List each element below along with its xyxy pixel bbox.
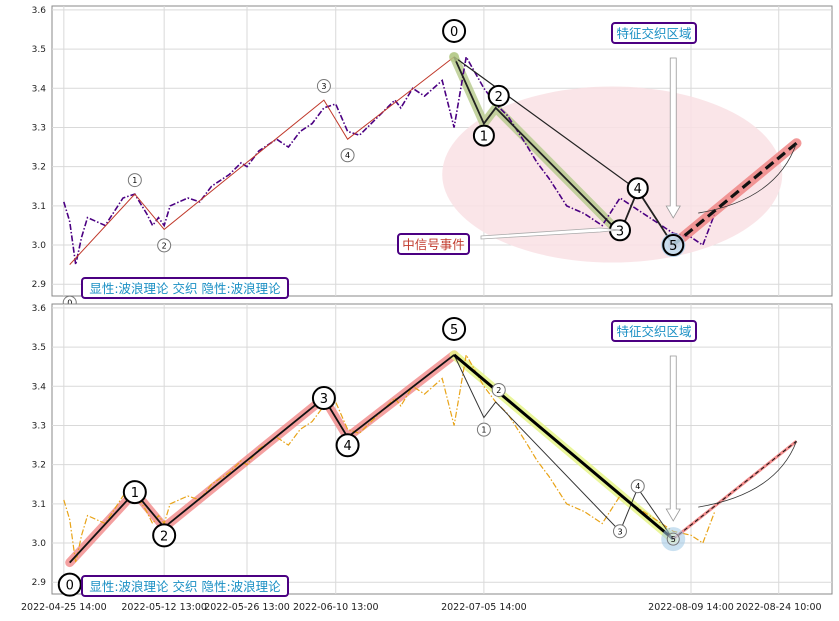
wave-point-label: 3 <box>321 82 326 91</box>
down-wave-point-circle <box>472 124 495 147</box>
y-tick-label: 3.0 <box>32 539 47 549</box>
wave-point-label: 0 <box>66 579 74 594</box>
legend-label: 显性:波浪理论 交织 隐性:波浪理论 <box>89 579 281 594</box>
wave-point-circle <box>316 79 331 94</box>
up-wave-line <box>69 354 455 564</box>
wave-point-label: 1 <box>132 176 137 185</box>
wave-point-label: 1 <box>131 486 139 501</box>
projection-arc <box>698 441 797 508</box>
y-tick-label: 3.1 <box>32 202 46 212</box>
legend-label-box <box>81 575 289 597</box>
wave-point-circle <box>152 523 177 548</box>
x-tick-label: 2022-04-25 14:00 <box>21 602 107 613</box>
zone-label: 特征交织区域 <box>616 26 691 41</box>
x-tick-label: 2022-08-24 10:00 <box>736 602 822 613</box>
down-wave-point-circle <box>630 479 645 494</box>
down-wave-point-circle <box>491 382 506 397</box>
y-tick-label: 3.2 <box>32 163 46 173</box>
price-series-bottom <box>63 353 716 563</box>
wave-point-label: 3 <box>320 392 328 407</box>
down-wave-line <box>453 56 674 246</box>
down-wave-point-label: 3 <box>617 527 622 536</box>
zone-label-box <box>611 320 697 342</box>
zone-label: 特征交织区域 <box>616 324 691 339</box>
plot-frame <box>51 303 833 595</box>
x-tick-label: 2022-07-05 14:00 <box>441 602 527 613</box>
y-tick-label: 3.1 <box>32 500 46 510</box>
wave-point-circle <box>122 480 147 505</box>
wave-point-label: 0 <box>67 299 72 308</box>
peak-label: 0 <box>450 25 458 40</box>
down-wave-point-circle <box>626 177 649 200</box>
signal-label: 中信号事件 <box>402 237 465 252</box>
signal-arrow <box>480 227 621 240</box>
y-tick-label: 3.0 <box>32 241 47 251</box>
feature-zone-ellipse <box>442 86 783 263</box>
y-tick-label: 3.5 <box>32 45 46 55</box>
terminal-highlight <box>661 233 686 258</box>
top-panel: 2.9 3.0 3.1 3.2 3.3 3.4 3.5 3.6 0 1 2 3 4 0 1 2 3 4 5 特征交织区… <box>32 5 833 310</box>
down-wave-main-line <box>453 353 675 541</box>
bottom-panel: 2.9 3.0 3.1 3.2 3.3 3.4 3.5 3.6 0 1 2 3 4 5 1 2 3 4 5 特征交织区… <box>21 303 833 613</box>
down-wave-channel <box>453 56 639 191</box>
wave-point-label: 4 <box>343 439 351 454</box>
terminal-highlight <box>661 527 686 552</box>
y-tick-label: 3.6 <box>32 304 47 314</box>
y-tick-label: 3.6 <box>32 6 47 16</box>
down-wave-point-circle <box>662 234 685 257</box>
down-wave-point-label: 3 <box>616 224 624 239</box>
peak-dot <box>449 51 460 62</box>
projection-line <box>672 141 798 247</box>
down-wave-point-label: 2 <box>495 90 503 105</box>
wave-point-label: 2 <box>162 241 167 250</box>
y-tick-label: 2.9 <box>32 280 47 290</box>
legend-label: 显性:波浪理论 交织 隐性:波浪理论 <box>89 281 281 296</box>
y-tick-label: 3.4 <box>32 84 47 94</box>
legend-label-box <box>81 277 289 299</box>
down-wave-point-label: 5 <box>671 535 676 544</box>
zone-arrow <box>665 57 681 219</box>
down-wave-point-label: 5 <box>669 239 677 254</box>
wave-point-circle <box>335 433 360 458</box>
y-tick-label: 3.4 <box>32 382 47 392</box>
down-wave-point-circle <box>666 532 680 546</box>
wave-point-circle <box>340 148 355 163</box>
zone-label-box <box>611 22 697 44</box>
signal-label-box <box>397 233 470 255</box>
zone-arrow <box>665 355 681 522</box>
peak-circle <box>442 18 467 43</box>
price-series-top <box>63 54 716 265</box>
projection-arc <box>698 143 797 214</box>
x-tick-label: 2022-08-09 14:00 <box>648 602 734 613</box>
wave-point-circle <box>311 386 336 411</box>
down-wave-point-label: 1 <box>481 426 486 435</box>
down-wave-point-circle <box>612 524 627 539</box>
up-wave-line <box>69 56 455 265</box>
down-wave-point-circle <box>487 84 510 107</box>
wave-point-label: 4 <box>345 151 350 160</box>
wave-point-circle <box>57 572 82 597</box>
down-wave-line <box>453 354 674 540</box>
x-tick-label: 2022-05-26 13:00 <box>204 602 290 613</box>
x-tick-label: 2022-06-10 13:00 <box>293 602 379 613</box>
down-wave-point-label: 4 <box>635 482 640 491</box>
y-tick-label: 3.3 <box>32 123 46 133</box>
projection-line <box>672 440 797 540</box>
peak-label: 5 <box>450 323 458 338</box>
wave-point-label: 2 <box>160 529 168 544</box>
y-tick-label: 3.5 <box>32 343 46 353</box>
down-wave-point-label: 1 <box>480 130 488 145</box>
wave-point-circle <box>127 173 142 188</box>
down-wave-point-label: 2 <box>496 386 501 395</box>
peak-circle <box>442 316 467 341</box>
x-tick-label: 2022-05-12 13:00 <box>121 602 207 613</box>
y-tick-label: 2.9 <box>32 578 47 588</box>
down-wave-point-label: 4 <box>634 182 642 197</box>
down-wave-point-circle <box>476 422 491 437</box>
wave-point-circle <box>157 238 172 253</box>
y-tick-label: 3.3 <box>32 421 46 431</box>
y-tick-label: 3.2 <box>32 461 46 471</box>
